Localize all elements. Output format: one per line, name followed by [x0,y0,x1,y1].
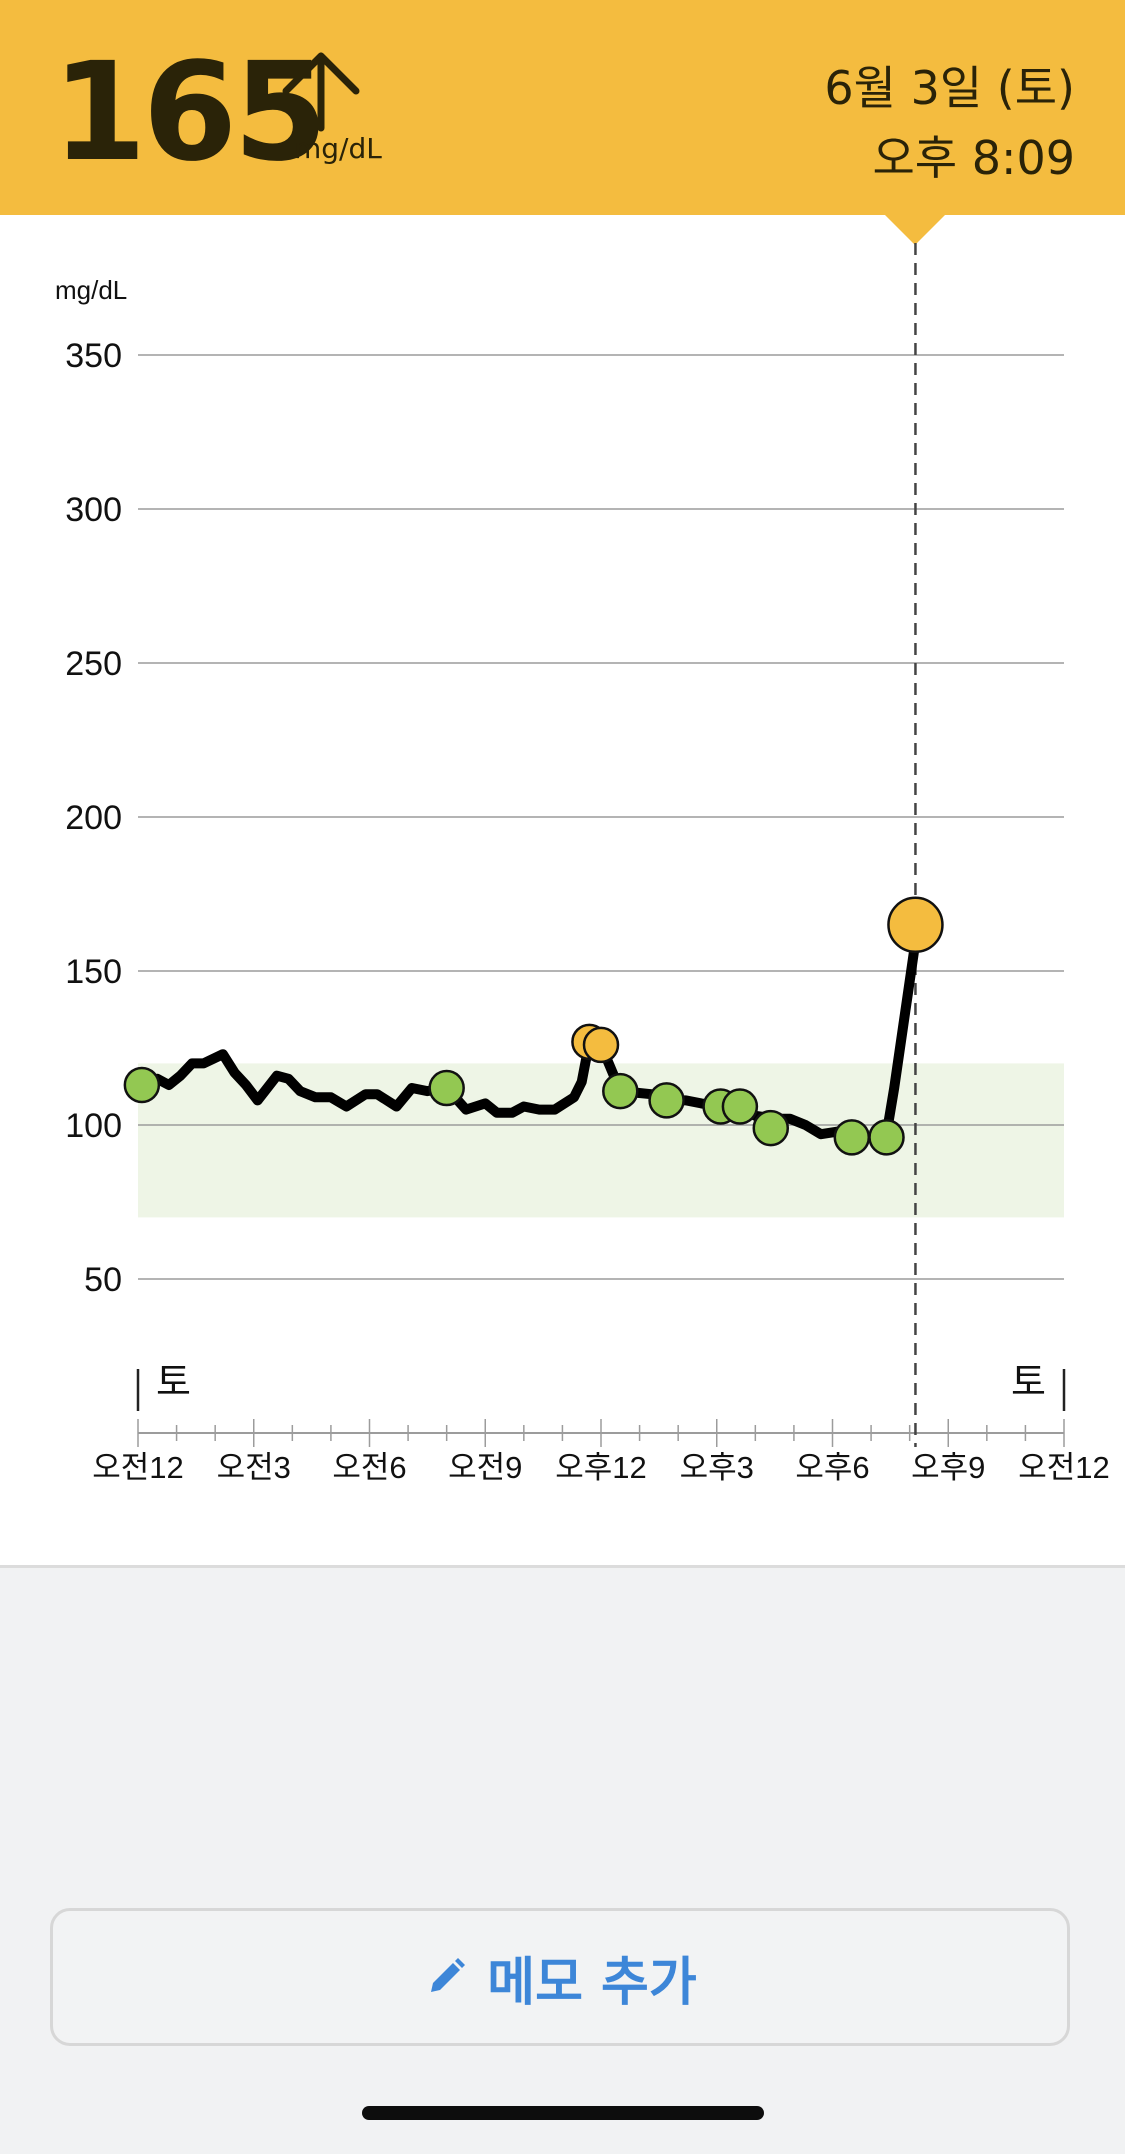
y-tick-label: 50 [84,1261,122,1299]
day-label: 토 [1011,1362,1046,1404]
y-tick-label: 250 [65,645,122,683]
x-tick-label: 오전9 [448,1450,522,1485]
y-tick-label: 150 [65,953,122,991]
target-range-band [138,1063,1064,1218]
x-tick-label: 오후12 [555,1450,647,1485]
x-tick-label: 오전6 [332,1450,406,1485]
x-tick-label: 오후9 [911,1450,985,1485]
add-memo-button[interactable]: 메모 추가 [50,1908,1070,2046]
glucose-chart[interactable]: mg/dL 350 300 250 200 150 100 50 오전12 오전3 오전6 오전9… [0,215,1125,1555]
chart-panel [0,215,1125,1568]
x-tick-label: 오후3 [680,1450,754,1485]
glucose-point[interactable] [582,1026,620,1064]
y-tick-label: 350 [65,337,122,375]
up-arrow-icon [282,52,360,132]
glucose-unit: mg/dL [294,132,382,165]
glucose-point[interactable] [721,1088,759,1125]
time-marker-pointer [885,215,945,245]
y-axis-unit: mg/dL [55,275,127,305]
glucose-point[interactable] [752,1109,790,1147]
x-tick-label: 오후6 [795,1450,869,1485]
glucose-point[interactable] [602,1072,639,1110]
current-reading-point[interactable] [887,896,944,954]
glucose-point[interactable] [833,1119,871,1156]
y-tick-label: 300 [65,491,122,529]
reading-date: 6월 3일 (토) [824,61,1075,115]
glucose-point[interactable] [868,1119,905,1156]
day-label: 토 [156,1362,191,1404]
glucose-point[interactable] [428,1069,465,1107]
glucose-header: 165 mg/dL 6월 3일 (토) 오후 8:09 [0,0,1125,215]
add-memo-label: 메모 추가 [487,1952,697,2013]
glucose-reading: 165 [52,34,328,192]
home-indicator[interactable] [362,2106,764,2120]
y-tick-label: 100 [65,1107,122,1145]
glucose-point[interactable] [648,1082,685,1119]
reading-time: 오후 8:09 [872,131,1075,185]
x-tick-label: 오전3 [217,1450,291,1485]
pencil-icon [431,1958,466,1992]
x-tick-label: 오전12 [1018,1450,1110,1485]
x-tick-label: 오전12 [92,1450,184,1485]
glucose-point[interactable] [123,1066,161,1104]
y-tick-label: 200 [65,799,122,837]
